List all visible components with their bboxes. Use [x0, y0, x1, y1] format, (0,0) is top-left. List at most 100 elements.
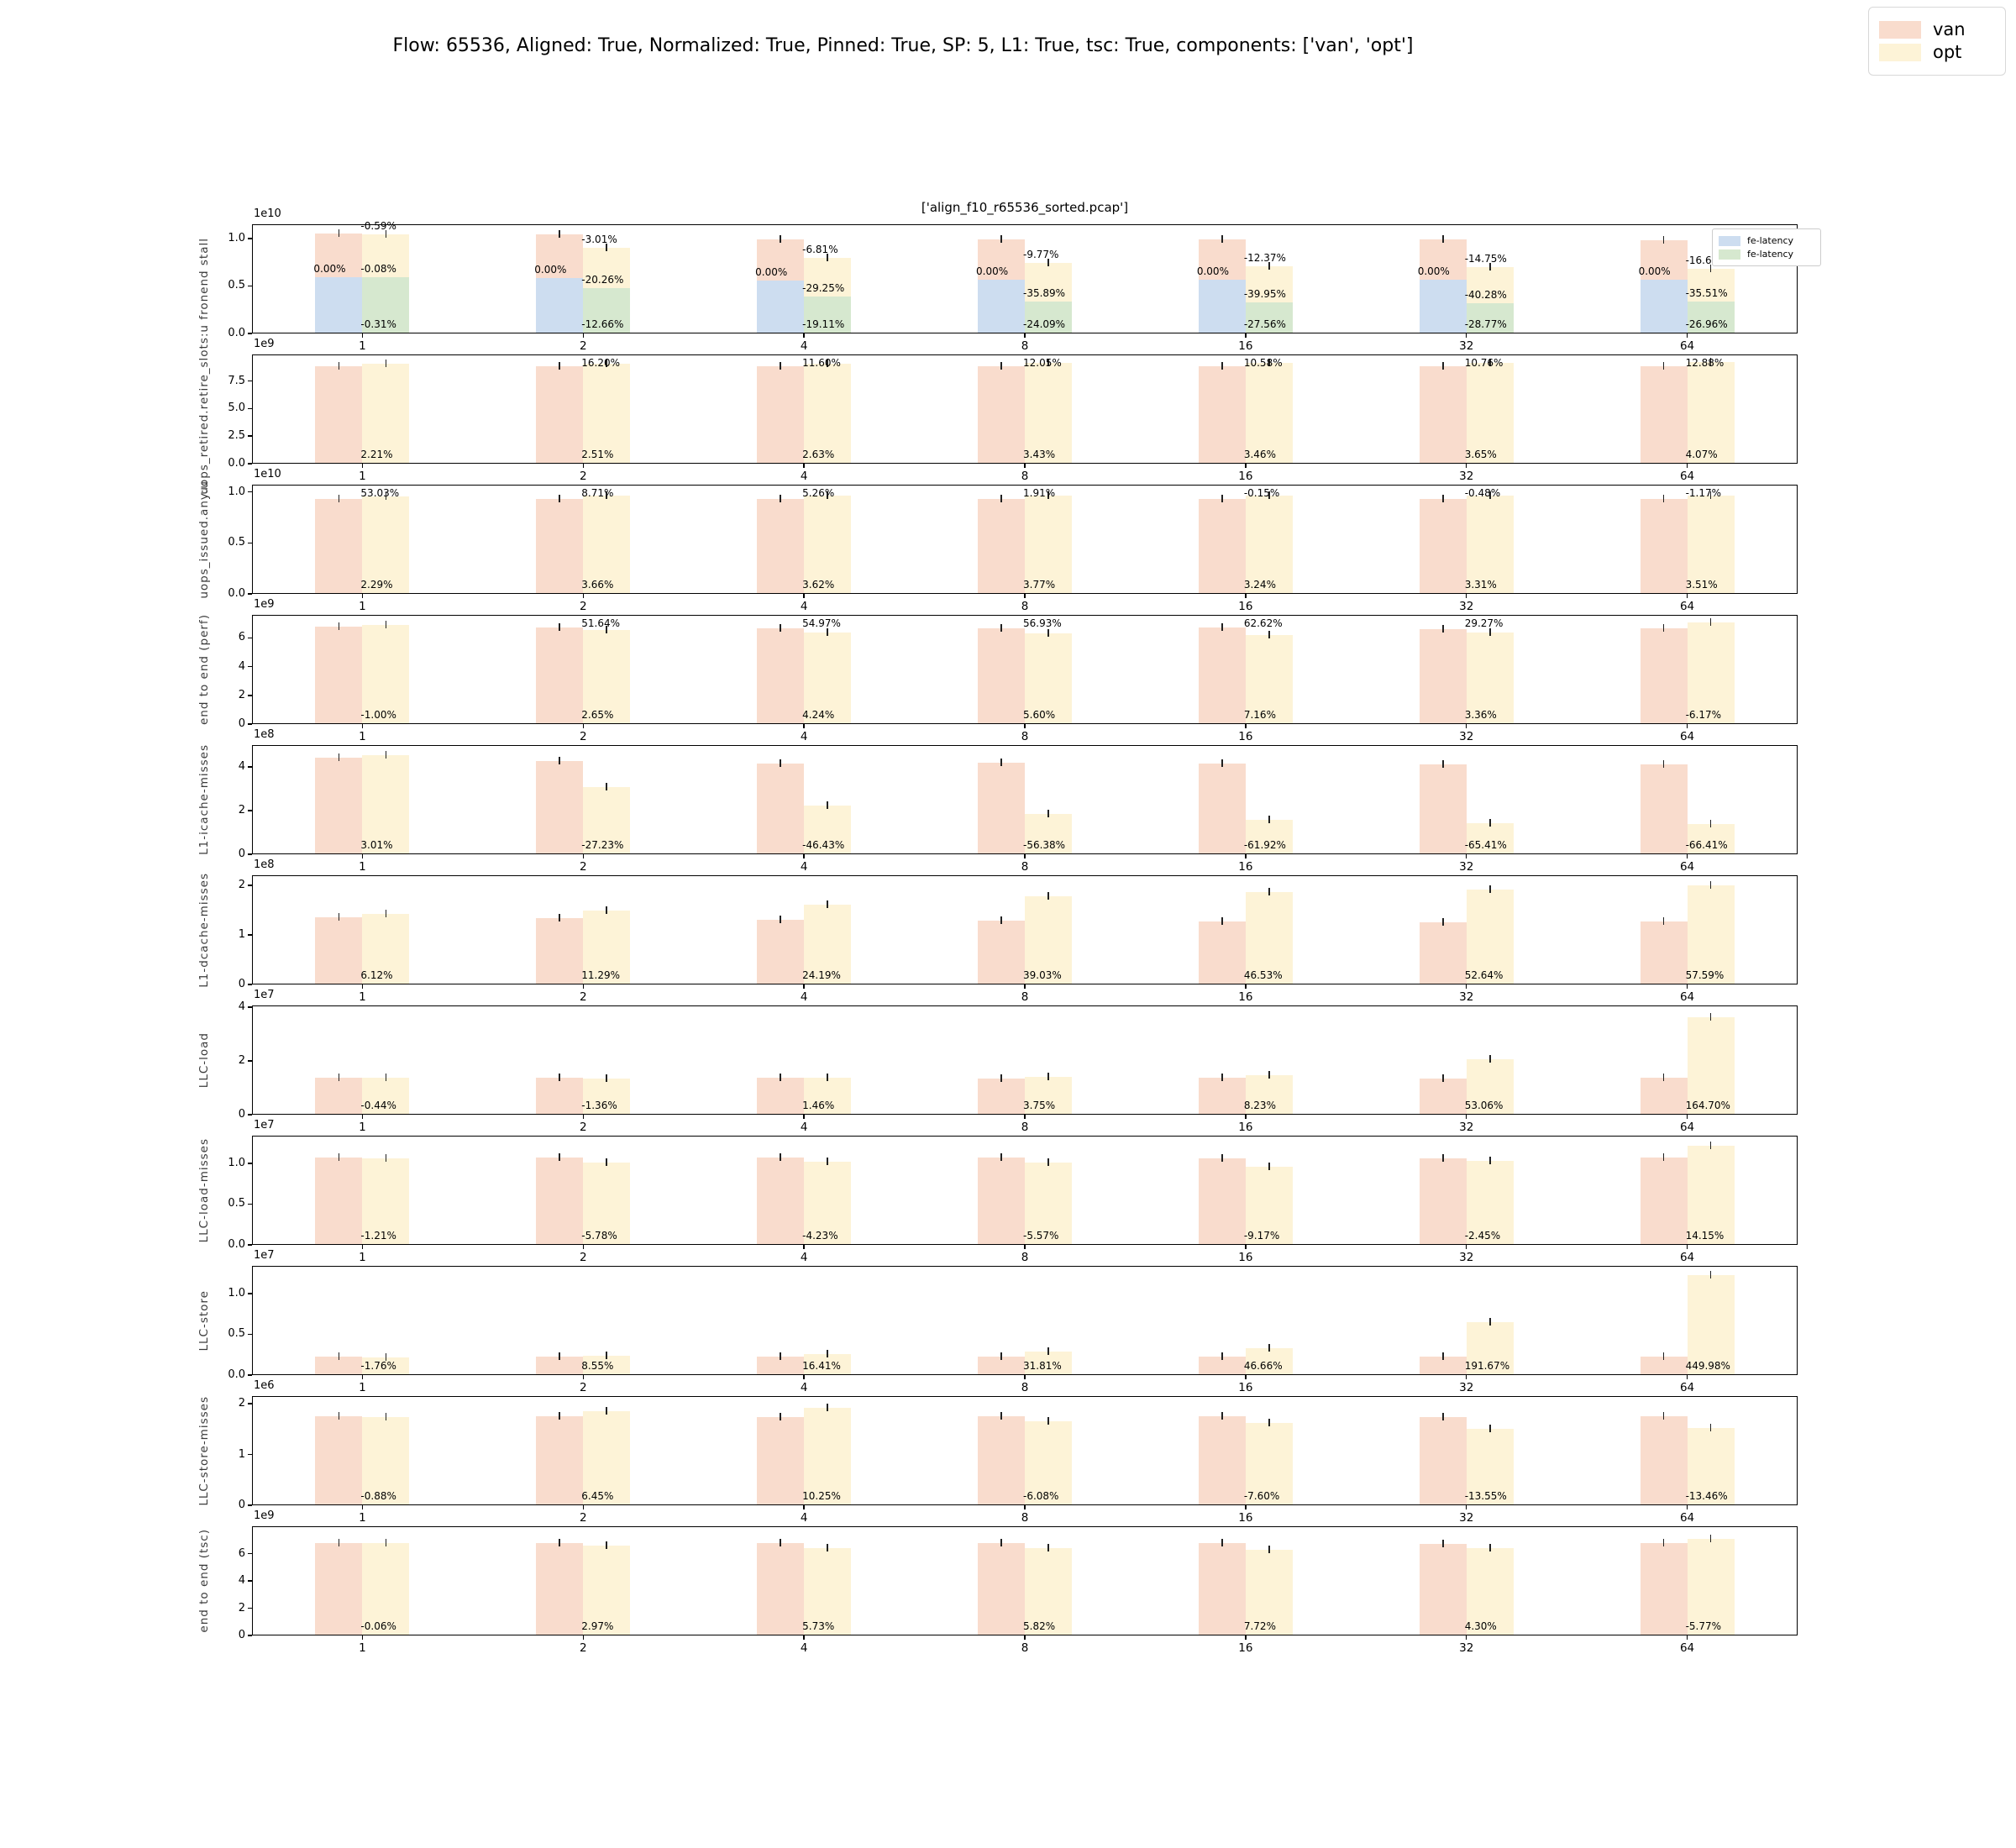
pct-label-van: 0.00% [755, 265, 788, 278]
error-bar [1000, 623, 1002, 632]
axis-offset-text: 1e9 [254, 598, 275, 611]
x-tick-mark [361, 1505, 364, 1509]
bar-van [1198, 499, 1246, 594]
bar-van [315, 1078, 363, 1115]
error-bar [385, 1538, 387, 1546]
pct-label-bottom: -1.00% [360, 709, 396, 721]
bar-opt [1245, 1348, 1293, 1375]
x-tick-mark [1686, 464, 1688, 468]
y-tick-label: 1 [238, 1447, 245, 1461]
error-bar [1488, 1055, 1491, 1063]
error-bar [1441, 917, 1444, 926]
bar-opt [1687, 824, 1735, 854]
y-tick-mark [248, 380, 252, 382]
bar-opt [1466, 496, 1514, 594]
x-tick-mark [1465, 724, 1467, 728]
bar-opt [1466, 1161, 1514, 1245]
y-tick-label: 0.0 [228, 587, 245, 600]
bar-opt [804, 495, 852, 594]
pct-label-van: 0.00% [1417, 265, 1450, 277]
pct-label-bottom: 57.59% [1685, 969, 1725, 981]
x-tick-label: 64 [1679, 730, 1695, 743]
x-tick-mark [1465, 984, 1467, 989]
pct-label-bottom: 7.16% [1243, 709, 1276, 721]
bar-van [315, 758, 363, 854]
error-bar [1441, 1154, 1444, 1163]
x-tick-label: 8 [1021, 730, 1029, 743]
pct-label-van: 0.00% [1638, 265, 1671, 277]
bar-opt [362, 1542, 410, 1635]
error-bar [1268, 1419, 1270, 1427]
y-tick-mark [248, 1203, 252, 1205]
x-tick-label: 8 [1021, 1511, 1029, 1525]
x-tick-label: 16 [1238, 1251, 1253, 1264]
bar-opt [583, 1410, 631, 1505]
bar-van [978, 499, 1025, 594]
error-bar [559, 230, 561, 239]
error-bar [338, 229, 340, 238]
x-tick-mark [361, 854, 364, 858]
error-bar [1488, 358, 1491, 366]
error-bar [827, 1403, 828, 1411]
error-bar [385, 360, 387, 368]
error-bar [1047, 259, 1049, 267]
y-axis-label: LLC-store [196, 1256, 213, 1385]
error-bar [1047, 810, 1049, 818]
bar-opt [1687, 885, 1735, 984]
x-tick-mark [1686, 1505, 1688, 1509]
pct-label-green: -0.08% [360, 263, 396, 276]
bar-opt [1466, 1059, 1514, 1115]
y-tick-mark [248, 1635, 252, 1636]
pct-label-bottom: 2.63% [802, 449, 835, 460]
x-tick-mark [1686, 984, 1688, 989]
error-bar [559, 1074, 561, 1082]
bar-van [536, 1542, 584, 1635]
bar-van [978, 1078, 1025, 1115]
x-tick-label: 1 [359, 730, 366, 743]
x-tick-label: 8 [1021, 600, 1029, 613]
error-bar [1000, 1539, 1002, 1547]
y-tick-label: 2 [238, 804, 245, 816]
x-tick-mark [803, 1245, 805, 1249]
x-tick-label: 4 [800, 1511, 808, 1525]
error-bar [606, 1351, 608, 1359]
error-bar [780, 495, 781, 502]
pct-label-bottom: 8.55% [581, 1360, 614, 1372]
error-bar [1662, 1539, 1665, 1547]
error-bar [780, 759, 781, 767]
bar-opt [804, 632, 852, 724]
x-tick-label: 2 [579, 730, 587, 743]
bar-opt [583, 495, 631, 594]
x-tick-label: 32 [1459, 990, 1474, 1004]
bar-van [315, 366, 363, 464]
bar-opt [1245, 1550, 1293, 1635]
pct-label-van: 0.00% [534, 264, 567, 276]
error-bar [1662, 1352, 1665, 1361]
y-tick-label: 2 [238, 1397, 245, 1410]
y-tick-label: 4 [238, 760, 245, 773]
axis-offset-text: 1e9 [254, 1509, 275, 1522]
error-bar [1662, 1153, 1665, 1162]
bar-opt [362, 625, 410, 724]
y-tick-mark [248, 1403, 252, 1404]
y-tick-label: 0.0 [228, 1368, 245, 1381]
error-bar [1268, 358, 1270, 366]
pct-label-bottom: 8.23% [1243, 1100, 1276, 1111]
pct-label-top: 12.88% [1685, 357, 1725, 369]
x-tick-label: 1 [359, 1511, 366, 1525]
x-tick-label: 64 [1679, 1251, 1695, 1264]
bar-van [1419, 1357, 1467, 1375]
bar-fe-latency-van [757, 280, 805, 333]
bar-van [757, 1158, 805, 1245]
error-bar [827, 1349, 828, 1357]
inner-legend-swatch [1719, 235, 1740, 246]
error-bar [1488, 1318, 1491, 1326]
error-bar [1000, 1352, 1002, 1361]
error-bar [385, 1413, 387, 1421]
x-tick-mark [1245, 333, 1247, 338]
error-bar [1488, 885, 1491, 893]
y-tick-label: 1.0 [228, 1156, 245, 1169]
pct-label-bottom: -4.23% [802, 1230, 838, 1242]
y-tick-mark [248, 853, 252, 855]
error-bar [1268, 1546, 1270, 1554]
